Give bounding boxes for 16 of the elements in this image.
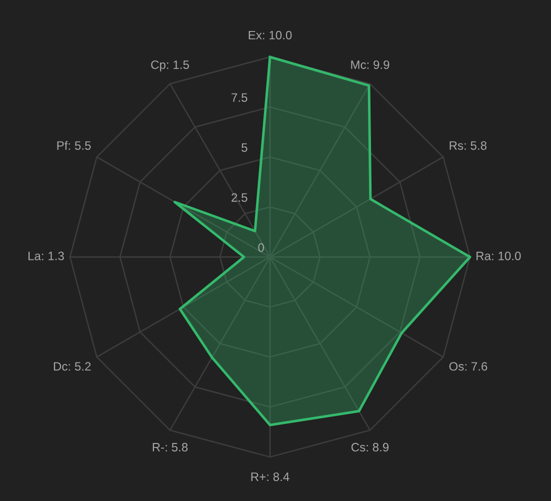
spoke-label: Cs: 8.9 [351,442,389,452]
spoke-label: Os: 7.6 [449,362,488,371]
spoke-label: Dc: 5.2 [54,362,91,371]
y-tick-label: 2.5 [232,193,248,202]
spoke-label: R+: 8.4 [251,472,290,482]
spoke-label: Mc: 9.9 [351,60,390,69]
spoke-label: R-: 5.8 [152,442,188,452]
spoke-label: Cp: 1.5 [151,60,189,72]
spoke-label: Ex: 10.0 [248,30,292,40]
spoke-label: Rs: 5.8 [450,141,487,150]
y-tick-label: 0 [258,243,264,252]
y-tick-label: 7.5 [232,93,248,102]
spoke-label: La: 1.3 [28,252,64,260]
spoke-label: Pf: 5.5 [57,140,91,150]
spoke-label: Ra: 10.0 [476,252,521,260]
y-tick-label: 5 [242,143,248,152]
